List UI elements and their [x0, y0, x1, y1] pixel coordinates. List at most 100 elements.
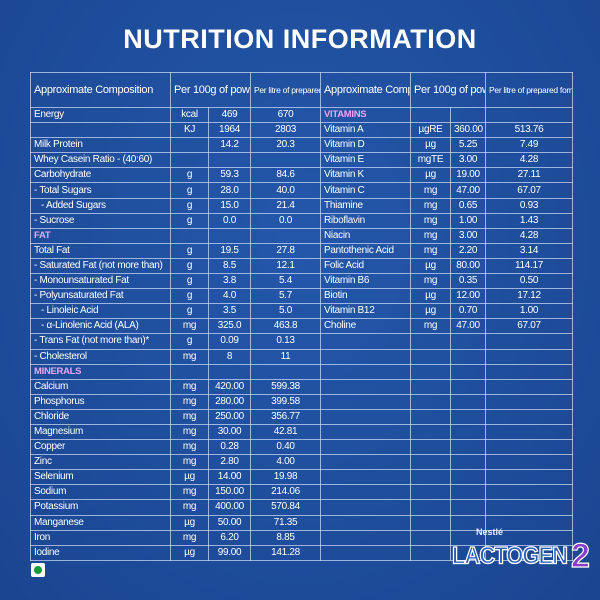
- nutrient-name: - Trans Fat (not more than)*: [30, 333, 171, 350]
- nutrient-unit: g: [170, 303, 209, 320]
- nutrient-name-right: Folic Acid: [320, 257, 412, 275]
- value-per-100g-right: 19.00: [450, 167, 487, 184]
- nutrient-unit-right: mgTE: [410, 152, 452, 169]
- value-per-100g: 8.5: [207, 257, 252, 275]
- table-row: Calcium mg 420.00 599.38: [30, 378, 574, 395]
- nutrient-name-right: Vitamin E: [320, 152, 412, 169]
- nutrient-unit: mg: [170, 439, 209, 456]
- value-per-100g: 8: [207, 348, 252, 365]
- nutrient-unit: g: [170, 242, 209, 259]
- value-per-100g: 15.0: [207, 197, 252, 214]
- empty-cell-right: [410, 363, 452, 380]
- value-per-100g: 14.00: [207, 469, 252, 486]
- value-per-litre: 356.77: [250, 408, 322, 425]
- value-per-100g: 14.2: [207, 137, 252, 154]
- empty-cell-right: [320, 454, 412, 471]
- value-per-100g: 19.5: [207, 242, 252, 259]
- value-per-100g-right: 80.00: [450, 257, 487, 275]
- nutrient-unit: mg: [170, 318, 209, 335]
- nutrient-unit: mg: [170, 408, 209, 425]
- nutrient-name: - Total Sugars: [30, 182, 171, 199]
- empty-cell-right: [320, 499, 412, 516]
- nutrient-unit-right: mg: [410, 242, 452, 259]
- value-per-litre: 12.1: [250, 257, 322, 275]
- value-per-100g: 28.0: [207, 182, 252, 199]
- nutrient-name: Carbohydrate: [30, 167, 171, 184]
- empty-cell-right: [485, 408, 574, 425]
- nutrient-name: Energy: [30, 106, 171, 124]
- value-per-litre: 463.8: [250, 318, 322, 335]
- value-per-litre: 214.06: [250, 484, 322, 501]
- nutrient-unit: µg: [170, 514, 209, 531]
- nutrient-name: Copper: [30, 439, 171, 456]
- nutrient-unit: mg: [170, 529, 209, 546]
- value-per-litre: 71.35: [250, 514, 322, 531]
- table-row: MINERALS: [30, 363, 574, 380]
- value-per-litre: 5.0: [250, 303, 322, 320]
- nutrient-name-right: Thiamine: [320, 197, 412, 214]
- table-row: Magnesium mg 30.00 42.81: [30, 423, 574, 441]
- table-row: Copper mg 0.28 0.40: [30, 439, 574, 456]
- nutrient-unit-right: mg: [410, 197, 452, 214]
- nutrient-unit-right: mg: [410, 212, 452, 229]
- nutrient-name: - Linoleic Acid: [30, 303, 171, 320]
- nutrient-unit-right: mg: [410, 273, 452, 290]
- empty-cell-right: [485, 363, 574, 380]
- empty-cell: [170, 363, 209, 380]
- empty-cell-right: [450, 454, 487, 471]
- empty-cell-right: [320, 363, 412, 380]
- nutrition-table: Approximate Composition Per 100g of powd…: [30, 72, 574, 561]
- nutrient-unit-right: µgRE: [410, 122, 452, 139]
- value-per-litre: 670: [250, 106, 322, 124]
- value-per-litre-right: 17.12: [485, 288, 574, 305]
- nutrient-name: Milk Protein: [30, 137, 171, 154]
- empty-cell-right: [410, 333, 452, 350]
- value-per-litre-right: 67.07: [485, 182, 574, 199]
- page-title: NUTRITION INFORMATION: [123, 24, 477, 54]
- empty-cell-right: [485, 439, 574, 456]
- table-row: Chloride mg 250.00 356.77: [30, 408, 574, 425]
- empty-cell-right: [485, 106, 574, 124]
- header-composition-right: Approximate Composition: [320, 72, 412, 108]
- nutrient-name: Selenium: [30, 469, 171, 486]
- nutrient-name: Whey Casein Ratio - (40:60): [30, 152, 171, 169]
- nutrient-unit: g: [170, 212, 209, 229]
- table-row: Phosphorus mg 280.00 399.58: [30, 393, 574, 410]
- nutrient-name-right: Choline: [320, 318, 412, 335]
- empty-cell-right: [485, 348, 574, 365]
- lactogen-logo: Nestlé LACTOGEN 2: [451, 527, 590, 576]
- nutrient-name: Total Fat: [30, 242, 171, 259]
- empty-cell-right: [485, 544, 574, 561]
- empty-cell: [250, 363, 322, 380]
- nutrient-unit: µg: [170, 469, 209, 486]
- value-per-100g: 6.20: [207, 529, 252, 546]
- value-per-100g: 3.8: [207, 273, 252, 290]
- table-row: - Trans Fat (not more than)* g 0.09 0.13: [30, 333, 574, 350]
- value-per-100g-right: 12.00: [450, 288, 487, 305]
- nutrient-name-right: Vitamin C: [320, 182, 412, 199]
- value-per-100g: 400.00: [207, 499, 252, 516]
- table-row: - Linoleic Acid g 3.5 5.0 Vitamin B12 µg 0.70 1…: [30, 303, 574, 320]
- empty-cell-right: [410, 454, 452, 471]
- empty-cell-right: [450, 499, 487, 516]
- table-header-row: Approximate Composition Per 100g of powd…: [30, 72, 574, 108]
- nutrient-name-right: Niacin: [320, 227, 412, 244]
- nutrient-unit: g: [170, 257, 209, 275]
- value-per-litre-right: 1.00: [485, 303, 574, 320]
- empty-cell-right: [410, 499, 452, 516]
- value-per-100g: 30.00: [207, 423, 252, 441]
- empty-cell-right: [450, 333, 487, 350]
- nutrient-unit: g: [170, 182, 209, 199]
- value-per-100g: 3.5: [207, 303, 252, 320]
- nutrient-name: Zinc: [30, 454, 171, 471]
- value-per-100g: 280.00: [207, 393, 252, 410]
- nutrient-name-right: Vitamin A: [320, 122, 412, 139]
- empty-cell: [207, 363, 252, 380]
- value-per-100g: 0.28: [207, 439, 252, 456]
- nutrient-name: Magnesium: [30, 423, 171, 441]
- value-per-100g: 2.80: [207, 454, 252, 471]
- value-per-100g-right: 360.00: [450, 122, 487, 139]
- nestle-brand: Nestlé: [476, 527, 504, 537]
- value-per-litre: 21.4: [250, 197, 322, 214]
